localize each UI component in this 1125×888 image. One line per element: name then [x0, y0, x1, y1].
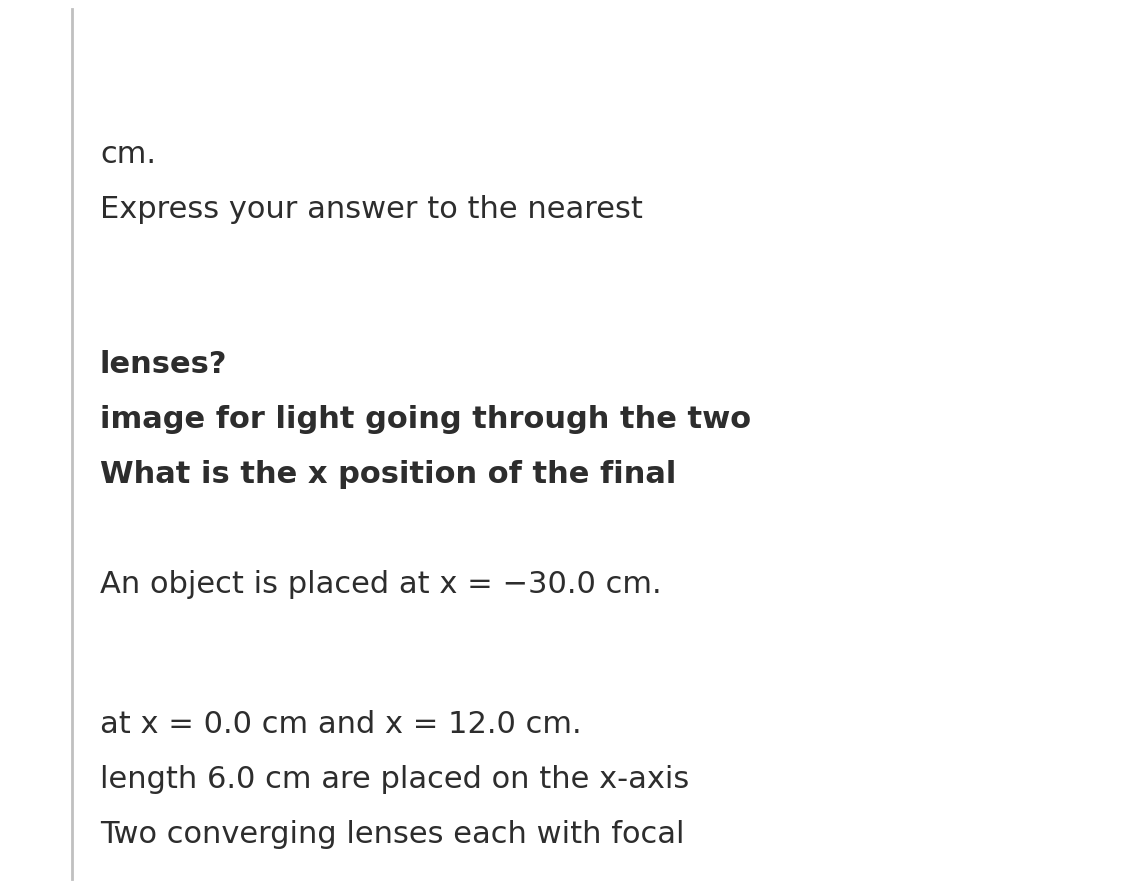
Text: An object is placed at x = −30.0 cm.: An object is placed at x = −30.0 cm.: [100, 570, 662, 599]
Text: length 6.0 cm are placed on the x-axis: length 6.0 cm are placed on the x-axis: [100, 765, 690, 794]
Text: at x = 0.0 cm and x = 12.0 cm.: at x = 0.0 cm and x = 12.0 cm.: [100, 710, 582, 739]
Text: cm.: cm.: [100, 140, 156, 169]
Text: Express your answer to the nearest: Express your answer to the nearest: [100, 195, 642, 224]
Text: image for light going through the two: image for light going through the two: [100, 405, 752, 434]
Text: What is the x position of the final: What is the x position of the final: [100, 460, 676, 489]
Text: Two converging lenses each with focal: Two converging lenses each with focal: [100, 820, 684, 849]
Text: lenses?: lenses?: [100, 350, 227, 379]
